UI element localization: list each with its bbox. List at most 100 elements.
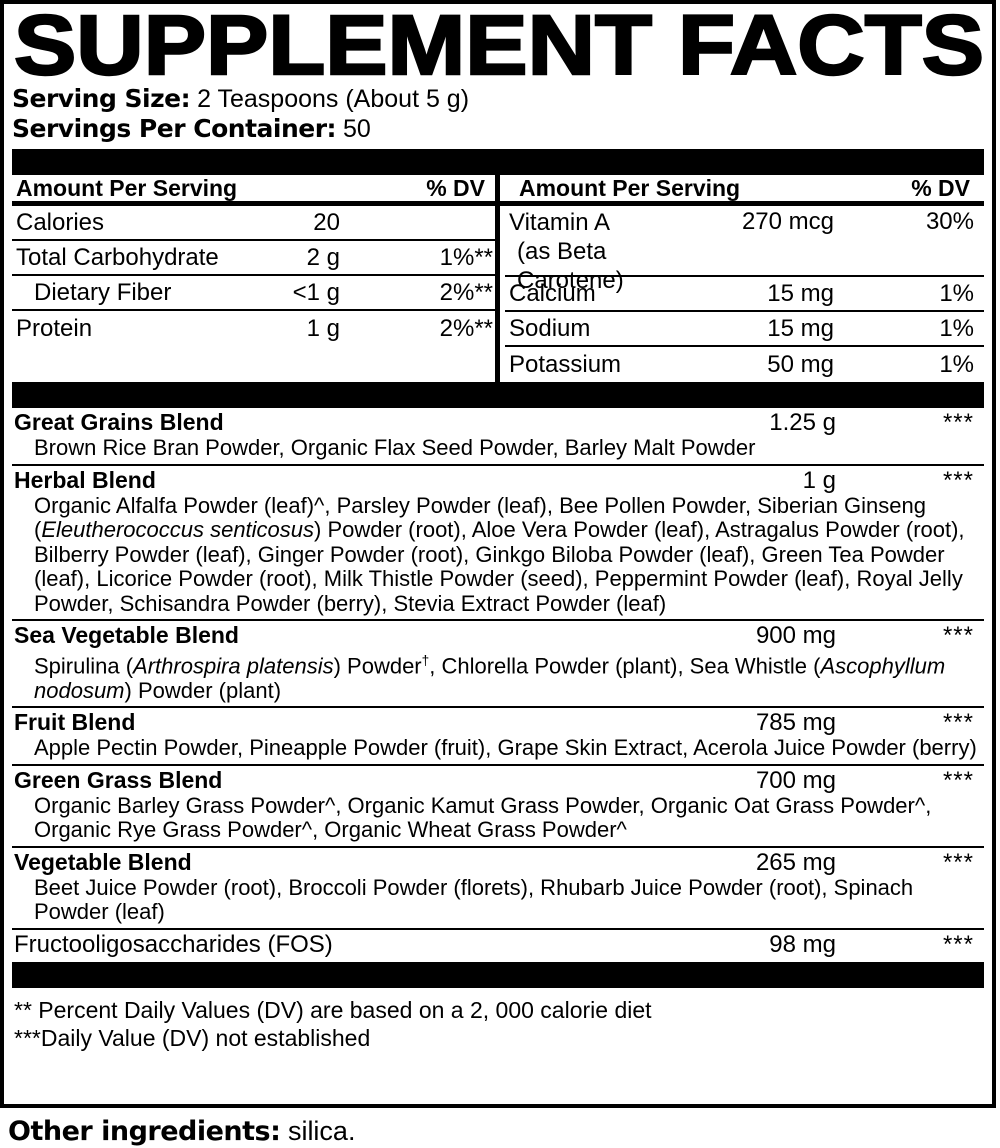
footnotes: ** Percent Daily Values (DV) are based o… (12, 988, 984, 1052)
blend-header: Fructooligosaccharides (FOS) 98 mg *** (12, 930, 984, 962)
nutrient-row: Calcium 15 mg 1% (505, 277, 984, 312)
blend-percent-dv: *** (942, 409, 974, 436)
nutrient-row: Vitamin A (as Beta Carotene) 270 mcg 30% (505, 206, 984, 294)
serving-size-line: Serving Size: 2 Teaspoons (About 5 g) (12, 84, 984, 114)
ingredient-text: Organic Alfalfa Powder (leaf)^, Parsley … (34, 492, 926, 542)
blend-percent-dv: *** (942, 709, 974, 737)
nutrient-amount: 50 mg (767, 350, 834, 378)
page-title: SUPPLEMENT FACTS (14, 8, 984, 84)
blend-header: Green Grass Blend 700 mg *** (12, 766, 984, 794)
nutrient-name: Potassium (509, 351, 622, 378)
blend-ingredients: Apple Pectin Powder, Pineapple Powder (f… (34, 736, 982, 761)
blend-ingredients: Brown Rice Bran Powder, Organic Flax See… (34, 435, 982, 461)
blend-percent-dv: *** (942, 848, 974, 876)
nutrient-row: Calories 20 (12, 206, 495, 241)
supplement-facts-panel: SUPPLEMENT FACTS Serving Size: 2 Teaspoo… (0, 0, 996, 1108)
divider-bar-middle (12, 382, 984, 408)
blend-header: Fruit Blend 785 mg *** (12, 708, 984, 736)
nutrient-percent-dv: 1% (939, 350, 974, 378)
blend-amount: 785 mg (755, 709, 836, 737)
blend-row: Vegetable Blend 265 mg *** Beet Juice Po… (12, 848, 984, 930)
blend-row: Herbal Blend 1 g *** Organic Alfalfa Pow… (12, 466, 984, 621)
serving-size-value: 2 Teaspoons (About 5 g) (190, 85, 470, 113)
nutrient-row: Protein 1 g 2%** (12, 311, 495, 346)
blend-name: Sea Vegetable Blend (14, 622, 239, 648)
ingredient-text: Spirulina ( (34, 653, 134, 679)
blend-amount: 265 mg (755, 848, 836, 876)
nutrient-name: Calories (16, 209, 105, 236)
nutrient-amount: 2 g (306, 243, 340, 271)
nutrient-name: Protein (16, 315, 93, 342)
nutrient-subname: (as Beta Carotene) (517, 238, 624, 294)
blend-amount: 1.25 g (769, 409, 836, 436)
nutrient-percent-dv: 1% (939, 279, 974, 307)
nutrient-amount: 1 g (306, 314, 340, 342)
blend-percent-dv: *** (942, 466, 974, 494)
blend-row: Fruit Blend 785 mg *** Apple Pectin Powd… (12, 708, 984, 766)
left-column-header: Amount Per Serving % DV (12, 175, 495, 202)
ingredient-text: Apple Pectin Powder, Pineapple Powder (f… (34, 735, 977, 761)
blend-amount: 1 g (802, 466, 836, 494)
other-ingredients-line: Other ingredients: silica. (8, 1116, 1000, 1147)
ingredient-text: Beet Juice Powder (root), Broccoli Powde… (34, 874, 914, 925)
footnote-daily-values: ** Percent Daily Values (DV) are based o… (14, 996, 652, 1023)
blend-percent-dv: *** (942, 766, 974, 794)
blend-header: Vegetable Blend 265 mg *** (12, 848, 984, 876)
blend-amount: 98 mg (769, 930, 836, 958)
blend-row: Sea Vegetable Blend 900 mg *** Spirulina… (12, 621, 984, 709)
blend-amount: 900 mg (755, 622, 836, 649)
panel-title-wrap: SUPPLEMENT FACTS (12, 0, 985, 93)
blend-row: Fructooligosaccharides (FOS) 98 mg *** (12, 930, 984, 962)
servings-per-container-line: Servings Per Container: 50 (12, 114, 984, 144)
nutrient-row: Potassium 50 mg 1% (505, 347, 984, 382)
serving-size-label: Serving Size: (12, 84, 191, 113)
blend-row: Great Grains Blend 1.25 g *** Brown Rice… (12, 408, 984, 466)
nutrient-row: Dietary Fiber <1 g 2%** (12, 276, 495, 311)
other-ingredients-value: silica. (280, 1116, 356, 1146)
blend-name: Green Grass Blend (14, 766, 223, 793)
nutrient-percent-dv: 2%** (439, 278, 493, 306)
ingredient-text: Organic Barley Grass Powder^, Organic Ka… (34, 792, 932, 843)
divider-bar-bottom (12, 961, 984, 988)
nutrient-row: Total Carbohydrate 2 g 1%** (12, 241, 495, 276)
nutrient-rows: Calories 20 Total Carbohydrate 2 g 1%** … (12, 206, 984, 382)
ingredient-text: Arthrospira platensis (133, 653, 334, 679)
blend-section: Great Grains Blend 1.25 g *** Brown Rice… (12, 408, 984, 962)
nutrient-percent-dv: 1%** (439, 243, 493, 271)
ingredient-text: Brown Rice Bran Powder, Organic Flax See… (34, 435, 756, 460)
nutrient-amount: 15 mg (767, 279, 834, 307)
right-amount-per-serving-header: Amount Per Serving (519, 174, 741, 201)
right-column-header: Amount Per Serving % DV (495, 175, 984, 202)
left-amount-per-serving-header: Amount Per Serving (16, 174, 238, 201)
footnote-dv-not-established: ***Daily Value (DV) not established (14, 1024, 371, 1051)
blend-row: Green Grass Blend 700 mg *** Organic Bar… (12, 766, 984, 848)
nutrient-amount: 15 mg (767, 314, 834, 342)
ingredient-text: Eleutherococcus senticosus (41, 517, 315, 542)
nutrient-name: Dietary Fiber (34, 279, 172, 306)
servings-per-container-value: 50 (336, 115, 371, 143)
ingredient-text: † (421, 653, 430, 668)
nutrient-percent-dv: 1% (939, 314, 974, 342)
nutrient-percent-dv: 30% (925, 208, 974, 235)
right-nutrient-column: Vitamin A (as Beta Carotene) 270 mcg 30% … (495, 206, 984, 382)
blend-ingredients: Beet Juice Powder (root), Broccoli Powde… (34, 874, 982, 925)
ingredient-text: , Chlorella Powder (plant), Sea Whistle … (429, 653, 821, 679)
nutrient-name: Calcium (509, 280, 596, 307)
blend-percent-dv: *** (942, 930, 974, 958)
blend-name: Herbal Blend (14, 466, 156, 493)
panel-title-svg: SUPPLEMENT FACTS (13, 0, 985, 93)
blend-ingredients: Organic Barley Grass Powder^, Organic Ka… (34, 792, 982, 843)
blend-amount: 700 mg (755, 766, 836, 794)
blend-name: Fruit Blend (14, 709, 136, 736)
ingredient-text: Ascophyllum nodosum (34, 653, 946, 703)
right-percent-dv-header: % DV (911, 174, 970, 201)
blend-ingredients: Spirulina (Arthrospira platensis) Powder… (34, 649, 982, 703)
servings-per-container-label: Servings Per Container: (12, 114, 337, 143)
ingredient-text: ) Powder (333, 653, 422, 679)
nutrient-amount: <1 g (292, 278, 340, 306)
blend-name: Great Grains Blend (14, 409, 224, 435)
column-divider-rule (495, 175, 500, 382)
nutrient-amount: 20 (313, 208, 340, 236)
other-ingredients-label: Other ingredients: (8, 1116, 281, 1147)
blend-header: Herbal Blend 1 g *** (12, 466, 984, 494)
